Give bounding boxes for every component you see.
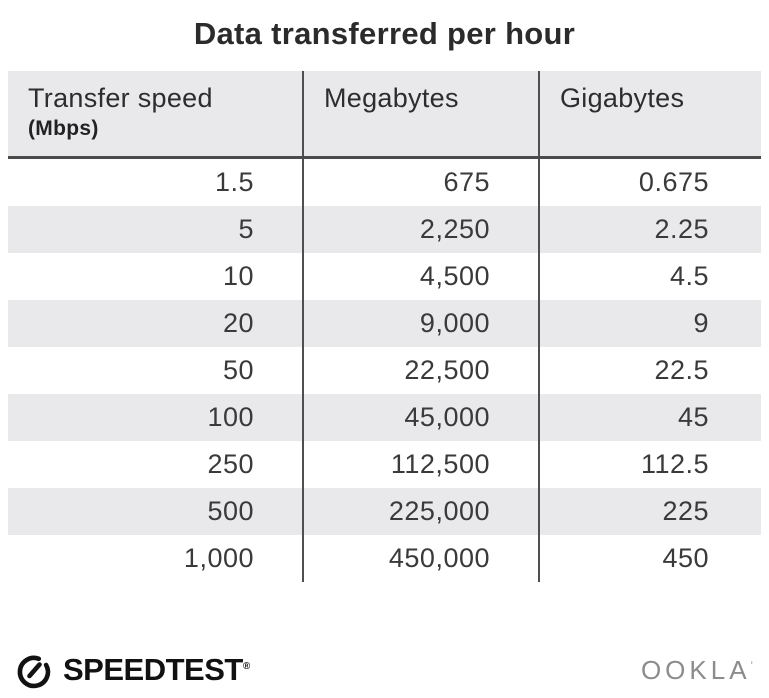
table-cell: 10 bbox=[222, 261, 254, 291]
table-body: 1.5 675 0.675 5 2,250 2.25 10 4,500 4.5 20 9,000 9 5… bbox=[8, 159, 761, 582]
ookla-logo: OOKLA’ bbox=[641, 655, 753, 686]
page-title: Data transferred per hour bbox=[193, 16, 576, 51]
table-header-row: Transfer speed (Mbps) Megabytes Gigabyte… bbox=[8, 71, 761, 159]
table-cell: 50 bbox=[222, 355, 254, 385]
table-cell: 100 bbox=[207, 402, 254, 432]
table-cell: 22.5 bbox=[538, 347, 761, 394]
table-cell: 4,500 bbox=[302, 253, 538, 300]
table-row: 10 4,500 4.5 bbox=[8, 253, 761, 300]
speedtest-gauge-icon bbox=[17, 655, 51, 689]
table-cell: 4.5 bbox=[538, 253, 761, 300]
data-table: Transfer speed (Mbps) Megabytes Gigabyte… bbox=[8, 71, 761, 582]
table-cell: 112,500 bbox=[302, 441, 538, 488]
table-cell: 225 bbox=[538, 488, 761, 535]
table-cell: 5 bbox=[238, 214, 254, 244]
column-header-megabytes: Megabytes bbox=[302, 71, 538, 156]
table-cell: 450,000 bbox=[302, 535, 538, 582]
table-cell: 250 bbox=[207, 449, 254, 479]
table-cell: 9,000 bbox=[302, 300, 538, 347]
footer: SPEEDTEST® OOKLA’ bbox=[14, 650, 753, 690]
table-cell: 1.5 bbox=[214, 167, 254, 197]
table-cell: 9 bbox=[538, 300, 761, 347]
table-row: 5 2,250 2.25 bbox=[8, 206, 761, 253]
speedtest-wordmark-text: SPEEDTEST bbox=[63, 652, 243, 687]
table-cell: 2,250 bbox=[302, 206, 538, 253]
table-row: 1.5 675 0.675 bbox=[8, 159, 761, 206]
registered-trademark-icon: ® bbox=[242, 661, 250, 672]
speedtest-wordmark: SPEEDTEST® bbox=[63, 652, 250, 688]
column-header-gigabytes: Gigabytes bbox=[538, 71, 761, 156]
table-cell: 0.675 bbox=[538, 159, 761, 206]
table-cell: 45,000 bbox=[302, 394, 538, 441]
column-header-transfer-speed: Transfer speed (Mbps) bbox=[8, 71, 302, 156]
table-cell: 500 bbox=[207, 496, 254, 526]
speedtest-logo: SPEEDTEST® bbox=[14, 650, 250, 690]
table-cell: 450 bbox=[538, 535, 761, 582]
table-row: 250 112,500 112.5 bbox=[8, 441, 761, 488]
table-cell: 45 bbox=[538, 394, 761, 441]
column-header-transfer-speed-unit: (Mbps) bbox=[28, 117, 99, 140]
table-cell: 112.5 bbox=[538, 441, 761, 488]
column-header-transfer-speed-label: Transfer speed bbox=[28, 83, 213, 113]
table-cell: 675 bbox=[302, 159, 538, 206]
table-cell: 1,000 bbox=[183, 543, 254, 573]
table-row: 100 45,000 45 bbox=[8, 394, 761, 441]
ookla-trademark-icon: ’ bbox=[750, 659, 753, 672]
table-row: 50 22,500 22.5 bbox=[8, 347, 761, 394]
table-cell: 225,000 bbox=[302, 488, 538, 535]
table-cell: 22,500 bbox=[302, 347, 538, 394]
table-cell: 2.25 bbox=[538, 206, 761, 253]
table-row: 20 9,000 9 bbox=[8, 300, 761, 347]
table-row: 500 225,000 225 bbox=[8, 488, 761, 535]
table-cell: 20 bbox=[222, 308, 254, 338]
table-row: 1,000 450,000 450 bbox=[8, 535, 761, 582]
ookla-wordmark-text: OOKLA bbox=[640, 654, 751, 685]
